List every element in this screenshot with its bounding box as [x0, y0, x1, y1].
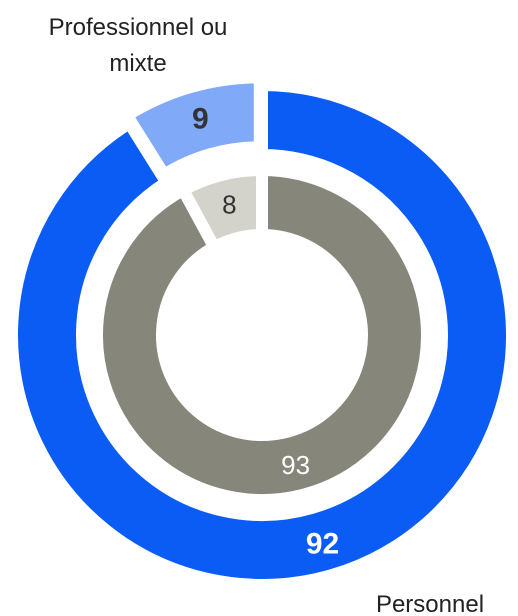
- donut-segment: [175, 163, 268, 256]
- donut-segment: [91, 163, 433, 506]
- data-label: 92: [306, 527, 339, 560]
- data-label: 93: [281, 450, 310, 480]
- category-label: Personnel: [375, 591, 485, 616]
- donut-segment: [6, 78, 518, 591]
- category-label: Professionnel ou mixte: [48, 14, 228, 77]
- donut-segment: [118, 71, 266, 184]
- data-label: 8: [222, 189, 236, 219]
- data-label: 9: [192, 103, 209, 136]
